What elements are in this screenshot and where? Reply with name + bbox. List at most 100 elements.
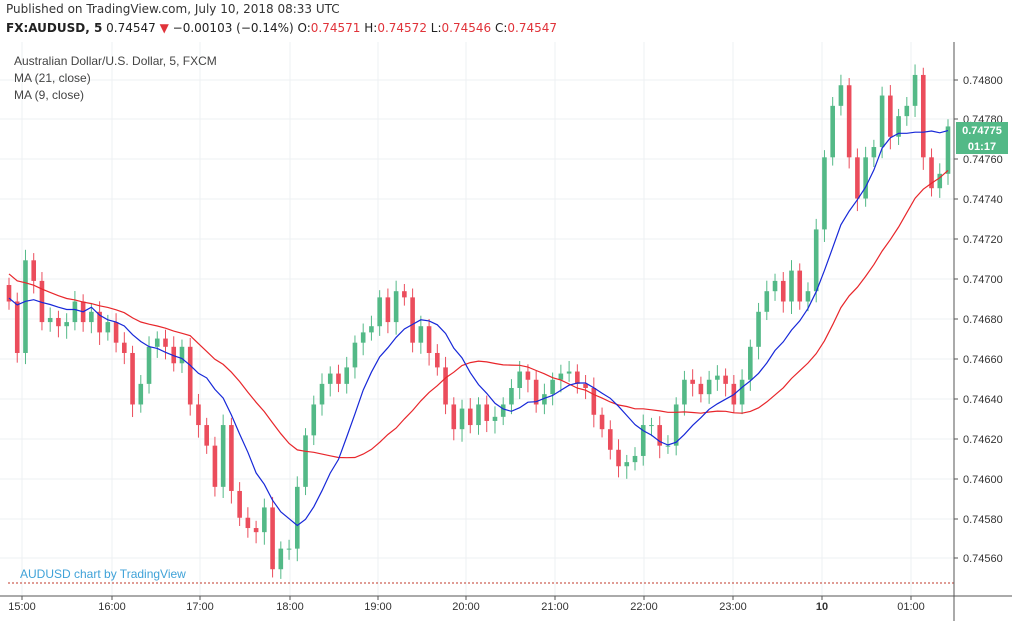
candle-body: [657, 425, 663, 446]
symbol-timeframe[interactable]: FX:AUDUSD, 5: [6, 21, 103, 35]
candle-body: [72, 301, 78, 323]
candle-body: [385, 297, 391, 323]
candle-body: [797, 270, 803, 302]
candle-body: [715, 375, 720, 380]
candle-body: [649, 425, 654, 427]
candle-body: [945, 126, 951, 174]
x-tick-label: 19:00: [364, 601, 392, 613]
close-label: C:: [494, 21, 508, 35]
candle-body: [772, 280, 778, 292]
candle-body: [813, 229, 819, 292]
candle-body: [187, 346, 193, 405]
candle-body: [212, 445, 218, 487]
quote-line: FX:AUDUSD, 5 0.74547 ▼ −0.00103 (−0.14%)…: [6, 21, 557, 35]
candle-body: [550, 379, 555, 395]
ma9-line: [8, 130, 949, 527]
candle-body: [830, 105, 835, 158]
candle-body: [410, 297, 415, 343]
candle-body: [542, 394, 547, 405]
candle-body: [23, 260, 28, 353]
y-tick-label: 0.74640: [963, 394, 1003, 406]
candle-body: [435, 352, 440, 368]
open-label: O:: [297, 21, 311, 35]
time-axis[interactable]: 15:00 16:00 17:00 18:00 19:00 20:00 21:00 22:00…: [8, 596, 925, 613]
candle-body: [855, 157, 860, 199]
candle-body: [459, 408, 465, 430]
candles: [6, 64, 951, 579]
y-tick-label: 0.74740: [963, 194, 1003, 206]
candle-body: [739, 379, 745, 405]
candle-body: [690, 379, 695, 384]
candle-body: [402, 291, 407, 298]
y-tick-label: 0.74680: [963, 314, 1003, 326]
x-tick-label: 15:00: [8, 601, 36, 613]
last-price-badge: [956, 122, 1008, 138]
candle-body: [912, 74, 918, 106]
candle-body: [204, 425, 209, 446]
y-tick-label: 0.74600: [963, 474, 1003, 486]
candle-body: [39, 280, 45, 323]
candle-body: [888, 95, 893, 137]
candle-body: [393, 291, 399, 323]
x-tick-label: 23:00: [719, 601, 747, 613]
candle-body: [764, 291, 770, 312]
candle-body: [130, 352, 135, 405]
candle-body: [476, 404, 481, 426]
legend-ma21[interactable]: MA (21, close): [14, 71, 91, 85]
candle-body: [451, 404, 457, 430]
x-tick-label: 17:00: [186, 601, 214, 613]
candle-body: [591, 387, 597, 415]
candle-body: [533, 379, 539, 405]
x-tick-label: 18:00: [276, 601, 304, 613]
candle-body: [484, 404, 490, 421]
low-value: 0.74546: [441, 21, 492, 35]
candle-body: [237, 490, 242, 518]
candle-body: [640, 425, 646, 456]
candle-body: [14, 301, 20, 353]
candle-body: [278, 548, 284, 570]
candle-body: [838, 85, 844, 106]
candle-body: [632, 455, 638, 463]
candle-body: [805, 291, 811, 302]
x-tick-label: 22:00: [630, 601, 658, 613]
y-tick-label: 0.74720: [963, 234, 1003, 246]
x-tick-label: 01:00: [897, 601, 925, 613]
y-tick-label: 0.74580: [963, 514, 1003, 526]
candle-body: [122, 342, 127, 353]
candle-body: [196, 404, 201, 426]
candle-body: [904, 105, 910, 117]
candle-body: [682, 379, 687, 405]
candle-body: [89, 311, 94, 323]
candle-body: [113, 322, 119, 343]
candle-body: [369, 326, 374, 333]
x-tick-label: 16:00: [98, 601, 126, 613]
candle-body: [229, 425, 234, 491]
candle-body: [624, 462, 630, 467]
candle-body: [566, 371, 572, 374]
published-line: Published on TradingView.com, July 10, 2…: [6, 2, 340, 16]
candle-body: [879, 95, 885, 148]
candle-body: [146, 346, 152, 384]
candle-body: [220, 425, 226, 487]
candle-body: [525, 371, 531, 380]
candle-body: [723, 375, 728, 384]
candle-body: [558, 373, 564, 380]
x-tick-label: 21:00: [541, 601, 569, 613]
price-chart[interactable]: AUDUSD chart by TradingView Australian D…: [0, 42, 1012, 621]
candle-body: [607, 429, 613, 450]
y-tick-label: 0.74760: [963, 154, 1003, 166]
down-arrow-icon: ▼: [159, 21, 169, 35]
candle-body: [47, 317, 53, 323]
last-price-badge-text: 0.74775: [962, 125, 1002, 137]
candle-body: [311, 404, 317, 436]
candle-body: [171, 346, 177, 364]
open-value: 0.74571: [310, 21, 361, 35]
legend-ma9[interactable]: MA (9, close): [14, 88, 84, 102]
candle-body: [599, 414, 605, 430]
candle-body: [163, 338, 168, 347]
candle-body: [492, 416, 498, 421]
candle-body: [863, 157, 868, 199]
candle-body: [154, 338, 160, 347]
candle-body: [31, 260, 37, 281]
price-change: −0.00103 (−0.14%): [172, 21, 294, 35]
